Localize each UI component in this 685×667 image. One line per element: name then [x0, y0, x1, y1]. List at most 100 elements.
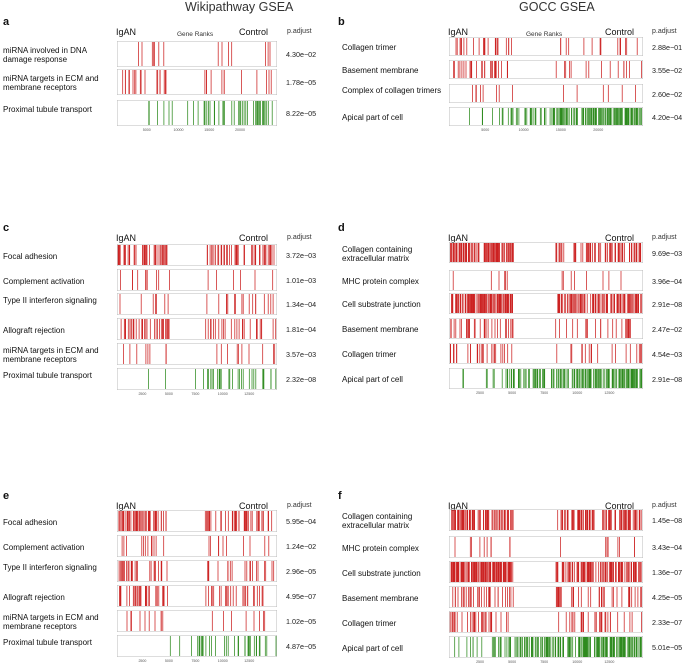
term-label: Collagen containing extracellular matrix: [342, 512, 413, 530]
header-igan: IgAN: [116, 501, 137, 511]
strip-border: [449, 270, 643, 291]
enrichment-barcode-up: [117, 293, 277, 315]
padjust-value: 1.01e−03: [286, 276, 317, 285]
term-label: Proximal tubule transport: [3, 105, 92, 114]
header-igan: IgAN: [448, 27, 469, 37]
term-label: Basement membrane: [342, 325, 419, 334]
enrichment-barcode-up: [117, 41, 277, 67]
header-control: Control: [605, 233, 635, 243]
padjust-value: 2.91e−08: [652, 374, 683, 384]
strip-border: [449, 107, 643, 126]
axis-tick-label: 2500: [138, 392, 147, 396]
strip-border: [117, 560, 277, 582]
term-label: Proximal tubule transport: [3, 371, 92, 380]
axis-tick-label: 10000: [173, 128, 184, 132]
padjust-value: 4.95e−07: [286, 592, 317, 601]
strip-border: [449, 37, 643, 56]
axis-tick-label: 10000: [217, 392, 228, 396]
enrichment-barcode-down: [449, 368, 643, 389]
term-label: MHC protein complex: [342, 543, 419, 553]
strip-border: [449, 242, 643, 263]
term-label: Apical part of cell: [342, 113, 403, 122]
term-label: miRNA involved in DNA damage response: [3, 46, 87, 64]
enrichment-barcode-up: [449, 561, 643, 583]
axis-tick-label: 5000: [508, 660, 517, 664]
strip-border: [117, 368, 277, 390]
term-label: Collagen trimer: [342, 43, 397, 52]
axis-tick-label: 20000: [235, 128, 246, 132]
strip-border: [117, 343, 277, 365]
padjust-value: 5.95e−04: [286, 517, 317, 526]
axis-tick-label: 7500: [191, 659, 200, 663]
strip-border: [449, 318, 643, 339]
term-label: Apical part of cell: [342, 643, 403, 653]
axis-tick-label: 10000: [572, 660, 583, 664]
padjust-value: 2.47e−02: [652, 324, 683, 334]
enrichment-barcode-up: [449, 318, 643, 339]
strip-border: [117, 244, 277, 266]
axis-tick-label: 12500: [604, 660, 615, 664]
padjust-value: 3.57e−03: [286, 350, 317, 359]
header-igan: IgAN: [448, 233, 469, 243]
header-padjust: p.adjust: [652, 234, 677, 241]
padjust-value: 3.96e−04: [652, 276, 683, 286]
axis-tick-label: 10000: [217, 659, 228, 663]
enrichment-barcode-down: [117, 100, 277, 126]
panel-label-f: f: [338, 490, 342, 502]
strip-border: [117, 41, 277, 67]
header-igan: IgAN: [116, 233, 137, 243]
strip-border: [117, 69, 277, 95]
padjust-value: 3.43e−04: [652, 543, 683, 552]
padjust-value: 1.24e−02: [286, 542, 317, 551]
header-igan: IgAN: [448, 501, 469, 511]
term-label: Complex of collagen trimers: [342, 85, 442, 95]
padjust-value: 1.78e−05: [286, 78, 317, 87]
term-label: Complement activation: [3, 542, 85, 552]
term-label: Basement membrane: [342, 66, 419, 75]
axis-tick-label: 10000: [518, 128, 529, 132]
term-label: Collagen containing extracellular matrix: [342, 244, 413, 263]
strip-border: [449, 509, 643, 531]
strip-border: [117, 635, 277, 657]
axis-tick-label: 2500: [476, 391, 485, 395]
padjust-value: 4.25e−05: [652, 593, 683, 602]
strip-border: [117, 293, 277, 315]
strip-border: [117, 510, 277, 532]
padjust-value: 2.88e−01: [652, 42, 683, 52]
term-label: Collagen trimer: [342, 350, 397, 359]
axis-tick-label: 12500: [244, 392, 255, 396]
enrichment-barcode-up: [449, 509, 643, 531]
axis-tick-label: 5000: [164, 392, 173, 396]
axis-tick-label: 2500: [138, 659, 147, 663]
term-label: Cell substrate junction: [342, 568, 421, 578]
padjust-value: 4.87e−05: [286, 642, 317, 651]
padjust-value: 5.01e−05: [652, 643, 683, 652]
strip-border: [449, 561, 643, 583]
panel-label-a: a: [3, 16, 10, 28]
strip-border: [449, 611, 643, 633]
enrichment-barcode-up: [449, 293, 643, 314]
padjust-value: 3.72e−03: [286, 251, 317, 260]
axis-tick-label: 15000: [555, 128, 566, 132]
strip-border: [117, 610, 277, 632]
term-label: Type II interferon signaling: [3, 563, 97, 572]
term-label: Complement activation: [3, 276, 85, 286]
padjust-value: 2.32e−08: [286, 375, 317, 384]
axis-tick-label: 2500: [476, 660, 485, 664]
enrichment-barcode-up: [449, 611, 643, 633]
header-gene-ranks: Gene Ranks: [177, 31, 214, 38]
enrichment-barcode-up: [449, 270, 643, 291]
header-control: Control: [239, 233, 269, 243]
padjust-value: 9.69e−03: [652, 248, 683, 258]
enrichment-barcode-up: [449, 84, 643, 103]
enrichment-barcode-up: [449, 242, 643, 263]
header-control: Control: [605, 27, 635, 37]
header-control: Control: [239, 501, 269, 511]
axis-tick-label: 7500: [191, 392, 200, 396]
strip-border: [449, 368, 643, 389]
axis-tick-label: 12500: [244, 659, 255, 663]
padjust-value: 2.91e−08: [652, 299, 683, 309]
term-label: Basement membrane: [342, 593, 419, 603]
enrichment-barcode-up: [117, 585, 277, 607]
enrichment-barcode-up: [117, 244, 277, 266]
